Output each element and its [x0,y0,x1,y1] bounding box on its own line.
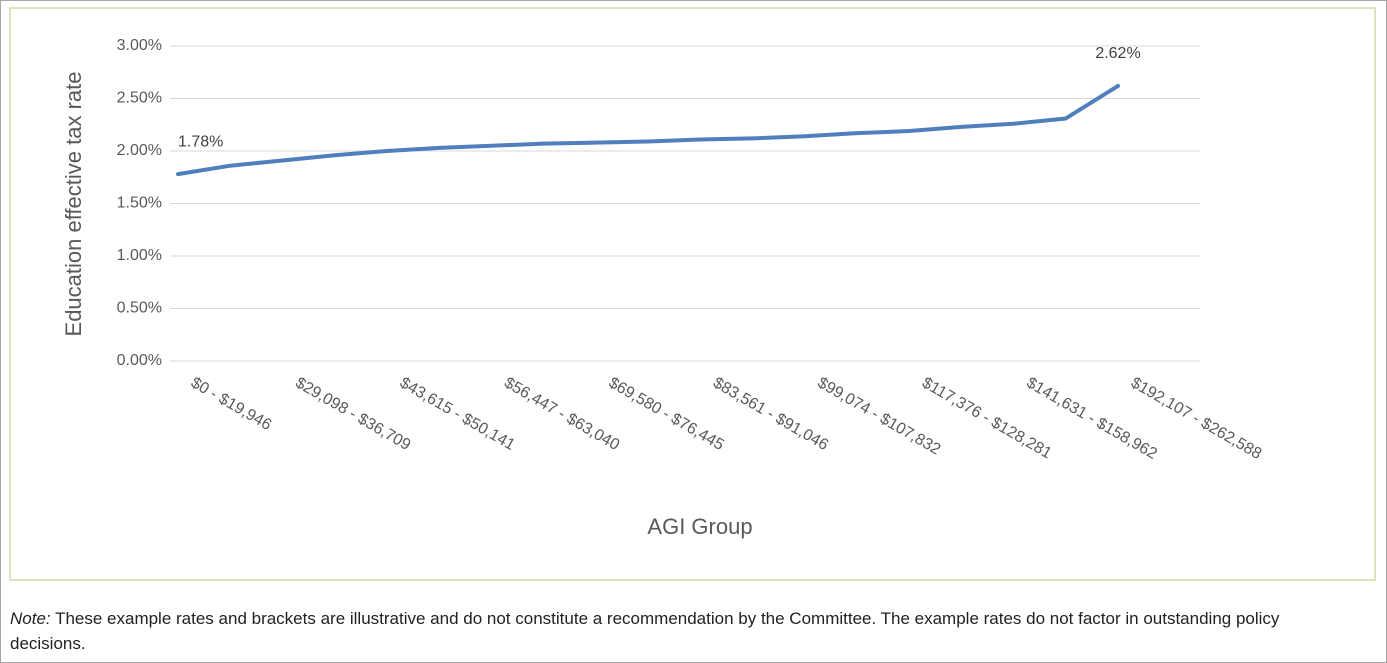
y-axis-title: Education effective tax rate [61,72,86,337]
x-tick-label: $56,447 - $63,040 [501,374,622,454]
x-tick-label: $69,580 - $76,445 [606,374,727,454]
note-text: These example rates and brackets are ill… [10,609,1280,653]
data-label: 2.62% [1095,45,1140,62]
note-label: Note: [10,609,51,628]
x-tick-label: $29,098 - $36,709 [292,374,413,454]
x-tick-label: $83,561 - $91,046 [710,374,831,454]
y-tick-label: 2.50% [117,90,162,107]
y-tick-label: 0.50% [117,300,162,317]
y-tick-label: 0.00% [117,352,162,369]
x-tick-label: $0 - $19,946 [188,374,274,434]
y-tick-label: 1.50% [117,195,162,212]
chart-border [9,7,1376,581]
x-tick-label: $43,615 - $50,141 [397,374,518,454]
y-tick-label: 3.00% [117,37,162,54]
y-tick-label: 2.00% [117,142,162,159]
note: Note: These example rates and brackets a… [10,606,1350,656]
x-axis-title: AGI Group [647,514,752,539]
y-tick-label: 1.00% [117,247,162,264]
chart: Education effective tax rate AGI Group 0… [9,7,1376,581]
line [176,83,1120,177]
data-label: 1.78% [178,133,223,150]
